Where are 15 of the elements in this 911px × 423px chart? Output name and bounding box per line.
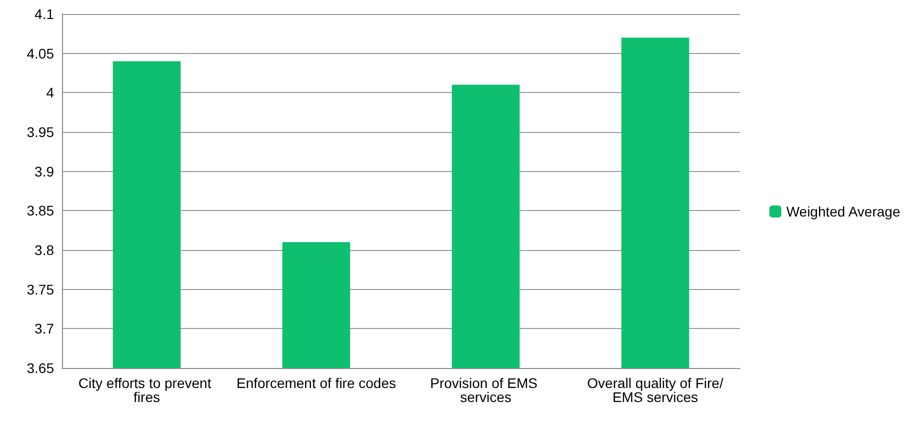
x-tick-label: Overall quality of Fire/EMS services (587, 375, 724, 405)
x-tick-label: Provision of EMS services (430, 375, 542, 405)
y-tick-label: 3.75 (26, 281, 54, 298)
y-tick-label: 3.95 (26, 124, 54, 140)
y-tick-label: 3.8 (34, 242, 54, 258)
y-tick-label: 3.65 (26, 360, 54, 376)
y-tick-label: 4 (46, 84, 54, 101)
y-tick-label: 3.85 (26, 202, 54, 219)
y-tick-label: 3.9 (34, 163, 54, 180)
legend-label: Weighted Average (786, 204, 900, 220)
x-tick-label: Enforcement of fire codes (236, 375, 396, 391)
x-tick-label: City efforts to prevent fires (78, 375, 216, 405)
y-tick-label: 4.1 (34, 6, 54, 22)
y-tick-label: 4.05 (26, 45, 54, 62)
y-tick-label: 3.7 (34, 320, 54, 337)
